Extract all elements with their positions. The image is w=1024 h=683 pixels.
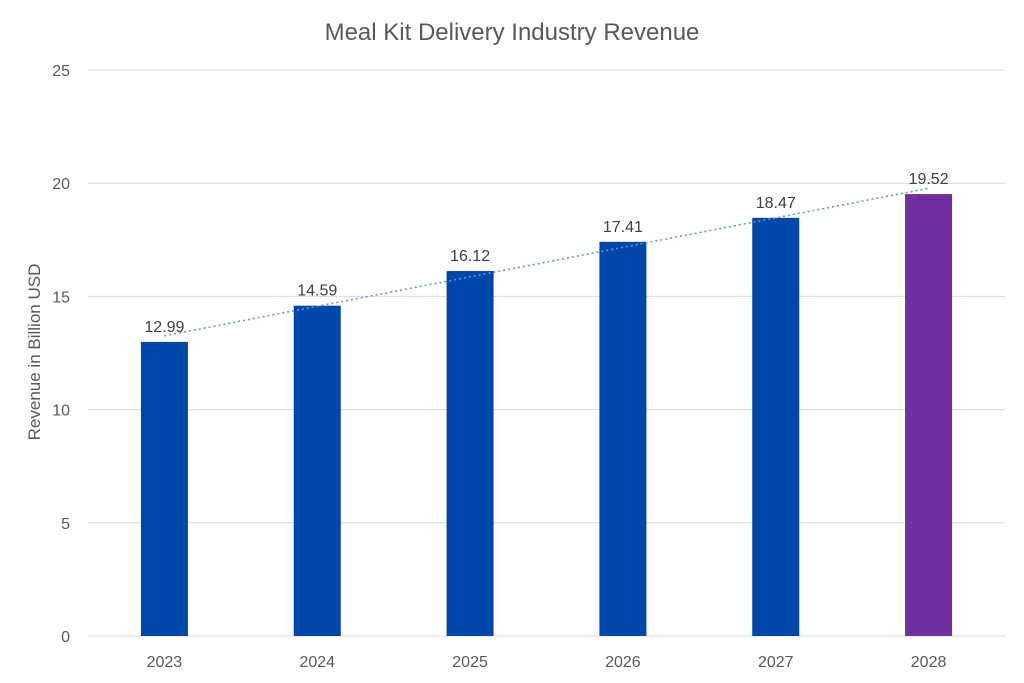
x-tick-label: 2025 [452,654,488,671]
x-tick-label: 2023 [147,654,183,671]
data-label: 19.52 [909,171,949,188]
bars [140,194,953,637]
bar-2025 [446,271,494,636]
bar-2026 [599,241,647,637]
x-axis-ticks: 2023 2024 2025 2026 2027 2028 [147,654,947,671]
x-tick-label: 2027 [758,654,794,671]
data-label: 14.59 [297,283,337,300]
y-tick-label: 10 [52,403,70,420]
x-tick-label: 2024 [299,654,335,671]
data-label: 18.47 [756,195,796,212]
data-labels: 12.99 14.59 16.12 17.41 18.47 19.52 [144,171,948,336]
y-tick-label: 25 [52,63,70,80]
bar-2023 [140,341,188,636]
y-tick-label: 20 [52,176,70,193]
bar-2027 [752,217,800,636]
bar-2028 [905,194,953,636]
y-tick-label: 5 [61,516,70,533]
chart-title: Meal Kit Delivery Industry Revenue [325,19,700,46]
bar-2024 [293,305,341,636]
y-tick-label: 15 [52,289,70,306]
y-axis-label: Revenue in Billion USD [25,264,44,441]
x-tick-label: 2026 [605,654,641,671]
x-tick-label: 2028 [911,654,947,671]
data-label: 12.99 [144,319,184,336]
trendline [164,187,929,337]
data-label: 16.12 [450,248,490,265]
y-tick-label: 0 [61,629,70,646]
data-label: 17.41 [603,219,643,236]
y-axis-ticks: 0 5 10 15 20 25 [52,63,70,646]
trendline-layer [164,187,929,337]
gridlines [88,69,1005,637]
